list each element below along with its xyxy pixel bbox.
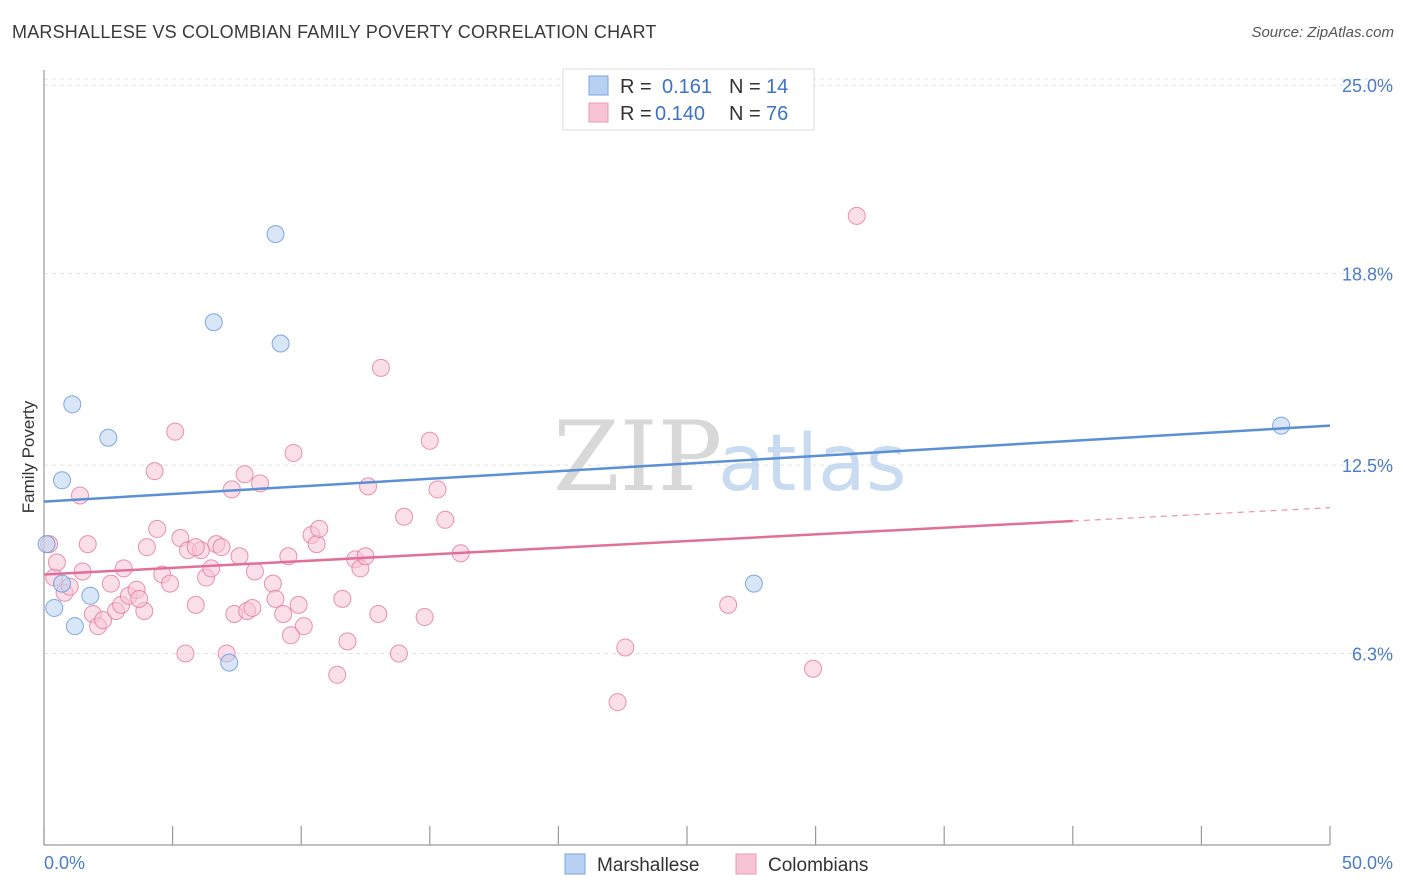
bottom-legend-swatch-colombians xyxy=(735,853,757,875)
watermark-zip: ZIP xyxy=(553,401,722,513)
colombians-point xyxy=(608,693,627,712)
legend-r-value-1: 0.161 xyxy=(662,76,712,98)
colombians-point xyxy=(263,574,282,593)
marshallese-point xyxy=(53,574,72,593)
colombians-point xyxy=(235,465,254,484)
marshallese-point xyxy=(53,471,72,490)
colombians-trend-line-extension xyxy=(1072,506,1331,522)
y-tick-label: 18.8% xyxy=(1342,265,1393,285)
colombians-point xyxy=(212,538,231,557)
colombians-point xyxy=(176,644,195,663)
marshallese-point xyxy=(1272,416,1291,435)
colombians-point xyxy=(186,595,205,614)
y-tick-label: 12.5% xyxy=(1342,456,1393,476)
colombians-point xyxy=(328,665,347,684)
legend-r-label-2: R = xyxy=(620,103,652,125)
colombians-point xyxy=(114,559,133,578)
colombians-point xyxy=(284,443,303,462)
colombians-point xyxy=(395,507,414,526)
marshallese-point xyxy=(63,395,82,414)
watermark: ZIP atlas xyxy=(553,401,907,513)
colombians-trend-line xyxy=(43,519,1073,576)
colombians-point xyxy=(310,519,329,538)
marshallese-points xyxy=(37,225,1291,672)
legend-n-value-2: 76 xyxy=(766,103,788,125)
colombians-point xyxy=(101,574,120,593)
colombians-point xyxy=(415,608,434,627)
legend-n-label-2: N = xyxy=(729,103,761,125)
colombians-point xyxy=(161,574,180,593)
series-legend: Marshallese Colombians xyxy=(564,853,868,876)
x-tick-label-max: 50.0% xyxy=(1342,853,1393,873)
marshallese-point xyxy=(37,535,56,554)
y-tick-label: 25.0% xyxy=(1342,76,1393,96)
bottom-legend-swatch-marshallese xyxy=(564,853,586,875)
marshallese-point xyxy=(220,653,239,672)
colombians-point xyxy=(359,477,378,496)
legend-n-label-1: N = xyxy=(729,76,761,98)
colombians-point xyxy=(369,605,388,624)
legend-r-value-2: 0.140 xyxy=(655,103,705,125)
marshallese-point xyxy=(65,617,84,636)
legend-swatch-colombians xyxy=(588,102,609,123)
colombians-point xyxy=(78,535,97,554)
trend-lines xyxy=(43,424,1331,576)
colombians-point xyxy=(338,632,357,651)
colombians-point xyxy=(616,638,635,657)
colombians-point xyxy=(186,538,205,557)
marshallese-point xyxy=(266,225,285,244)
watermark-atlas: atlas xyxy=(718,419,907,509)
colombians-point xyxy=(243,598,262,617)
colombians-point xyxy=(289,595,308,614)
colombians-point xyxy=(389,644,408,663)
marshallese-point xyxy=(271,334,290,353)
bottom-legend-colombians: Colombians xyxy=(768,855,868,876)
marshallese-point xyxy=(744,574,763,593)
y-axis-label: Family Poverty xyxy=(19,400,38,513)
bottom-legend-marshallese: Marshallese xyxy=(597,855,699,876)
colombians-point xyxy=(137,538,156,557)
correlation-legend: R = 0.161 N = 14 R = 0.140 N = 76 xyxy=(562,68,815,131)
y-tick-label: 6.3% xyxy=(1352,645,1393,665)
colombians-point xyxy=(333,589,352,608)
gridlines xyxy=(44,78,1392,655)
colombians-point xyxy=(230,547,249,566)
colombians-point xyxy=(130,589,149,608)
colombians-point xyxy=(166,422,185,441)
chart-title: MARSHALLESE VS COLOMBIAN FAMILY POVERTY … xyxy=(12,22,657,42)
colombians-point xyxy=(804,659,823,678)
colombians-point xyxy=(245,562,264,581)
colombians-point xyxy=(47,553,66,572)
colombians-point xyxy=(719,595,738,614)
x-tick-label-min: 0.0% xyxy=(44,853,85,873)
colombians-point xyxy=(266,589,285,608)
colombians-point xyxy=(420,431,439,450)
x-ticks xyxy=(43,826,1331,845)
colombians-point xyxy=(307,535,326,554)
colombians-point xyxy=(428,480,447,499)
colombians-point xyxy=(371,358,390,377)
colombians-point xyxy=(847,206,866,225)
colombians-point xyxy=(274,605,293,624)
colombians-point xyxy=(71,486,90,505)
colombians-point xyxy=(148,519,167,538)
marshallese-point xyxy=(99,428,118,447)
colombians-point xyxy=(145,462,164,481)
legend-r-label-1: R = xyxy=(620,76,652,98)
colombians-point xyxy=(294,617,313,636)
marshallese-point xyxy=(45,598,64,617)
colombians-point xyxy=(436,510,455,529)
legend-swatch-marshallese xyxy=(588,75,609,96)
marshallese-point xyxy=(81,586,100,605)
marshallese-point xyxy=(204,313,223,332)
marshallese-trend-line xyxy=(43,424,1331,503)
colombians-point xyxy=(202,559,221,578)
colombians-point xyxy=(281,626,300,645)
y-tick-labels: 6.3% 12.5% 18.8% 25.0% xyxy=(1342,76,1393,664)
colombians-point xyxy=(94,611,113,630)
chart-source: Source: ZipAtlas.com xyxy=(1251,24,1394,41)
legend-n-value-1: 14 xyxy=(766,76,788,98)
